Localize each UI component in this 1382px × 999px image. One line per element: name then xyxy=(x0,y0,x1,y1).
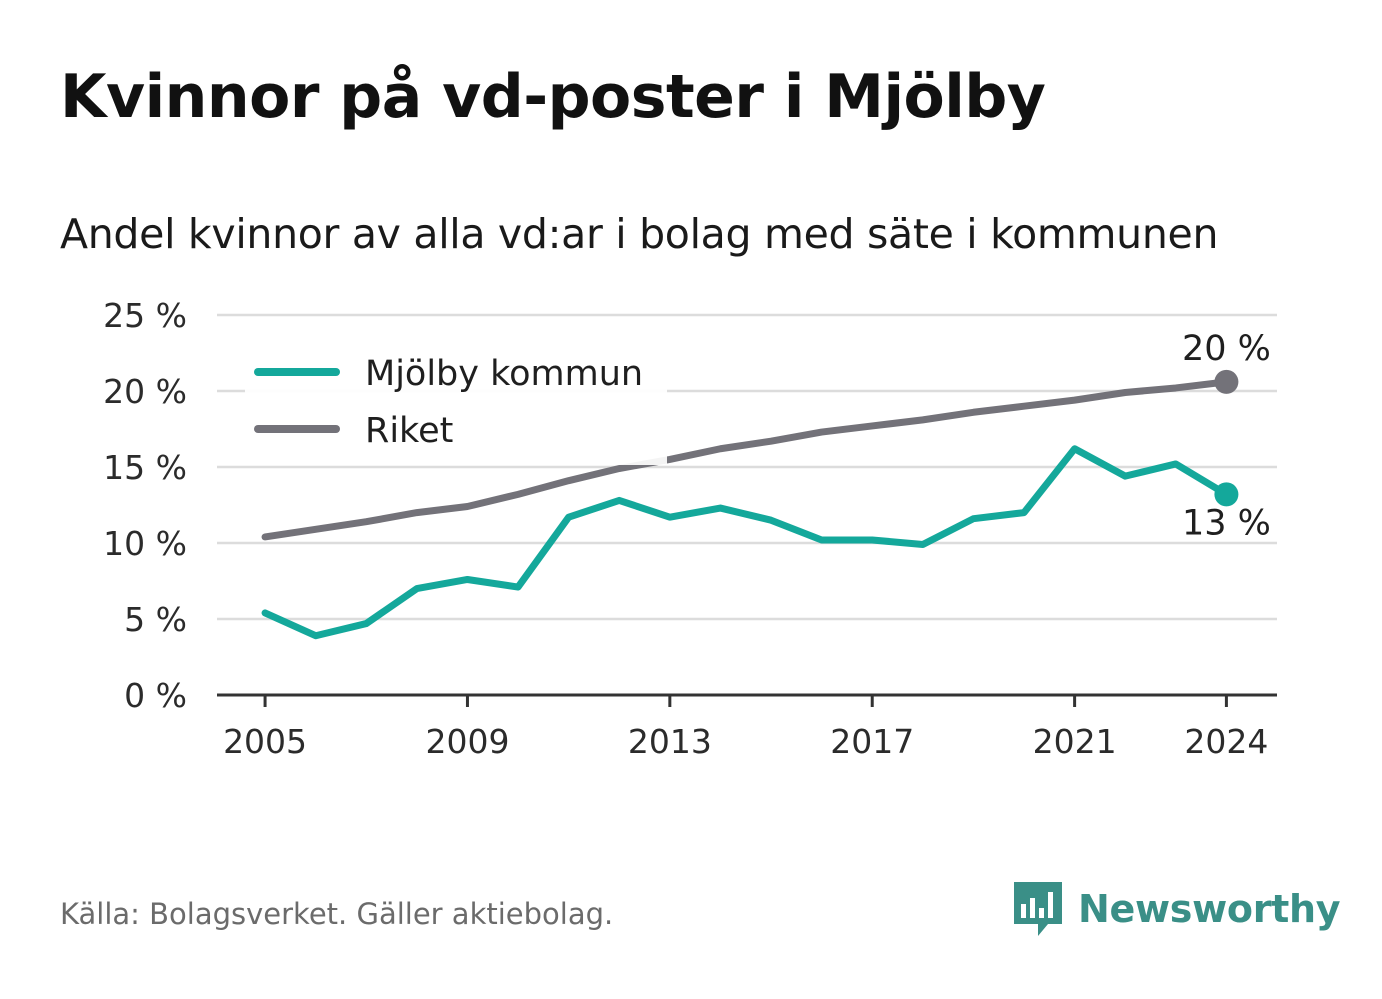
bar-chart-speech-bubble-icon xyxy=(1014,882,1062,936)
x-tick-label: 2009 xyxy=(425,722,509,761)
y-tick-label: 10 % xyxy=(103,524,187,563)
y-axis: 0 % 5 % 10 % 15 % 20 % 25 % xyxy=(103,296,187,715)
series-lines xyxy=(261,378,1230,640)
end-point xyxy=(1214,482,1239,507)
brand-name: Newsworthy xyxy=(1078,887,1341,931)
legend: Mjölby kommun Riket xyxy=(245,350,667,465)
chart-title: Kvinnor på vd-poster i Mjölby xyxy=(60,62,1046,132)
series-line-riket xyxy=(261,378,1230,541)
x-tick-label: 2013 xyxy=(628,722,712,761)
y-tick-label: 0 % xyxy=(124,676,187,715)
end-value-label: 13 % xyxy=(1182,503,1271,543)
legend-label: Riket xyxy=(365,411,453,451)
chart-subtitle: Andel kvinnor av alla vd:ar i bolag med … xyxy=(60,210,1219,258)
y-tick-label: 25 % xyxy=(103,296,187,335)
x-tick-label: 2005 xyxy=(223,722,307,761)
y-tick-label: 5 % xyxy=(124,600,187,639)
end-point xyxy=(1214,369,1239,394)
end-labels: 13 % 20 % xyxy=(1182,329,1271,543)
x-tick-label: 2024 xyxy=(1184,722,1268,761)
series-line-mjolby xyxy=(261,445,1230,640)
source-note: Källa: Bolagsverket. Gäller aktiebolag. xyxy=(60,897,614,931)
y-tick-label: 15 % xyxy=(103,448,187,487)
x-tick-label: 2021 xyxy=(1033,722,1117,761)
x-tick-label: 2017 xyxy=(830,722,914,761)
y-tick-label: 20 % xyxy=(103,372,187,411)
end-value-label: 20 % xyxy=(1182,329,1271,369)
x-axis: 2005 2009 2013 2017 2021 2024 xyxy=(217,693,1277,761)
legend-label: Mjölby kommun xyxy=(365,354,643,394)
brand-logo[interactable]: Newsworthy xyxy=(1010,878,1341,940)
